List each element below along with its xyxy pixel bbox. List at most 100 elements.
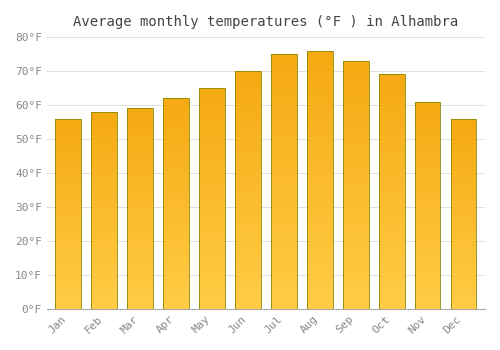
Bar [92,208,118,210]
Bar [271,189,297,191]
Bar [378,117,404,119]
Bar [450,210,476,212]
Bar [378,112,404,114]
Bar [56,225,82,227]
Bar [378,140,404,142]
Bar [271,115,297,118]
Bar [128,168,153,170]
Bar [343,78,368,81]
Bar [128,261,153,262]
Bar [378,283,404,285]
Bar [92,307,118,309]
Bar [199,207,225,209]
Bar [199,168,225,170]
Bar [92,130,118,132]
Bar [56,136,82,138]
Bar [92,289,118,291]
Bar [343,212,368,215]
Bar [414,128,440,131]
Bar [163,307,189,309]
Bar [56,216,82,217]
Bar [92,259,118,261]
Bar [307,185,332,188]
Bar [235,218,261,221]
Bar [378,75,404,309]
Bar [92,187,118,189]
Bar [199,285,225,287]
Bar [307,107,332,110]
Bar [199,287,225,289]
Bar [128,120,153,122]
Bar [307,211,332,213]
Bar [199,249,225,251]
Bar [414,232,440,234]
Bar [235,97,261,100]
Bar [199,141,225,143]
Bar [163,220,189,223]
Bar [343,150,368,153]
Bar [235,104,261,107]
Bar [128,293,153,295]
Bar [163,269,189,271]
Bar [199,163,225,165]
Bar [378,238,404,241]
Bar [163,286,189,288]
Bar [163,277,189,279]
Bar [450,227,476,229]
Bar [414,245,440,247]
Bar [378,114,404,117]
Bar [163,159,189,161]
Bar [450,252,476,254]
Bar [92,124,118,126]
Bar [414,243,440,245]
Bar [163,218,189,220]
Bar [92,291,118,293]
Bar [307,275,332,278]
Bar [128,257,153,259]
Bar [307,131,332,133]
Bar [414,193,440,195]
Bar [92,240,118,242]
Bar [343,125,368,128]
Bar [414,259,440,261]
Bar [56,271,82,273]
Bar [414,275,440,278]
Bar [378,302,404,304]
Bar [56,259,82,261]
Bar [378,295,404,297]
Bar [56,153,82,155]
Bar [378,224,404,227]
Bar [235,80,261,83]
Bar [343,232,368,234]
Bar [163,279,189,281]
Bar [163,300,189,302]
Bar [163,191,189,193]
Bar [378,290,404,292]
Bar [92,151,118,153]
Bar [271,151,297,153]
Bar [271,197,297,199]
Bar [163,136,189,138]
Bar [56,145,82,147]
Bar [199,245,225,247]
Bar [271,301,297,304]
Bar [378,260,404,262]
Bar [235,128,261,131]
Bar [378,271,404,274]
Bar [128,219,153,220]
Bar [56,160,82,162]
Bar [343,61,368,63]
Bar [450,160,476,162]
Bar [378,210,404,213]
Bar [414,201,440,203]
Bar [92,141,118,143]
Bar [450,250,476,252]
Bar [235,92,261,95]
Bar [92,127,118,130]
Bar [235,116,261,119]
Bar [414,299,440,300]
Bar [378,231,404,234]
Bar [378,156,404,159]
Bar [56,206,82,208]
Bar [450,240,476,242]
